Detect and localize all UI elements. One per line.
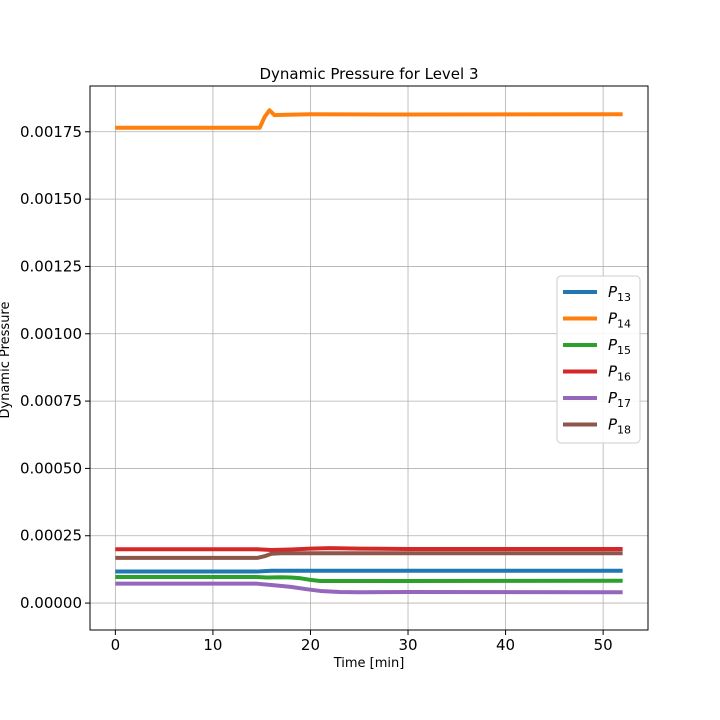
y-tick-label: 0.00075 — [20, 392, 82, 410]
legend-label-p17: P17 — [608, 389, 631, 410]
x-tick-label: 40 — [496, 636, 515, 654]
y-tick-label: 0.00100 — [20, 325, 82, 343]
x-tick-label: 30 — [398, 636, 417, 654]
legend-label-p16: P16 — [608, 363, 631, 384]
ticks-layer: 0 10 20 30 40 50 0.00000 0.00025 0.00050 0.00075 0… — [20, 123, 613, 654]
plot-area-frame — [89, 85, 649, 631]
y-tick-label: 0.00000 — [20, 594, 82, 612]
x-tick-label: 10 — [203, 636, 222, 654]
y-tick-label: 0.00050 — [20, 459, 82, 477]
legend-label-p13: P13 — [608, 283, 631, 304]
x-tick-label: 0 — [111, 636, 121, 654]
legend-label-p18: P18 — [608, 416, 631, 437]
legend-label-p14: P14 — [608, 310, 631, 331]
y-tick-label: 0.00025 — [20, 527, 82, 545]
y-tick-label: 0.00175 — [20, 123, 82, 141]
series-line-p17 — [115, 581, 623, 595]
series-layer — [115, 108, 623, 595]
series-line-p13 — [115, 568, 623, 574]
x-axis-label: Time [min] — [333, 656, 405, 671]
y-axis-label: Dynamic Pressure — [0, 302, 13, 419]
y-tick-label: 0.00125 — [20, 257, 82, 275]
series-line-p15 — [115, 574, 623, 583]
legend-label-p15: P15 — [608, 336, 631, 357]
series-line-p16 — [115, 546, 623, 553]
x-tick-label: 20 — [301, 636, 320, 654]
x-tick-label: 50 — [594, 636, 613, 654]
series-line-p18 — [115, 551, 623, 560]
chart-title: Dynamic Pressure for Level 3 — [259, 65, 478, 83]
legend: P13 P14 P15 P16 P17 P18 — [556, 275, 641, 444]
y-tick-label: 0.00150 — [20, 190, 82, 208]
series-line-p14 — [115, 108, 623, 130]
